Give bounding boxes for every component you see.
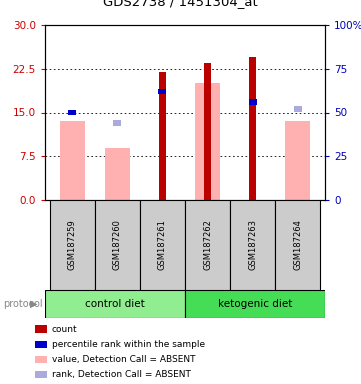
Bar (294, 106, 302, 112)
Text: GSM187264: GSM187264 (293, 220, 303, 270)
Text: rank, Detection Call = ABSENT: rank, Detection Call = ABSENT (52, 370, 191, 379)
Bar (185, 290, 325, 318)
Bar (204, 63, 211, 200)
Bar (249, 99, 257, 105)
Bar (140, 200, 185, 290)
Bar (158, 89, 166, 94)
Bar (195, 83, 220, 200)
Bar (35, 356, 47, 363)
Text: GSM187260: GSM187260 (113, 220, 122, 270)
Text: count: count (52, 325, 77, 334)
Bar (95, 200, 140, 290)
Bar (35, 371, 47, 379)
Bar (45, 290, 185, 318)
Text: protocol: protocol (4, 299, 43, 309)
Bar (68, 109, 76, 116)
Text: control diet: control diet (85, 299, 145, 309)
Bar (113, 120, 121, 126)
Text: GDS2738 / 1451304_at: GDS2738 / 1451304_at (103, 0, 258, 8)
Text: ketogenic diet: ketogenic diet (218, 299, 292, 309)
Text: GSM187263: GSM187263 (248, 220, 257, 270)
Bar (159, 72, 166, 200)
Bar (249, 57, 256, 200)
Text: GSM187262: GSM187262 (203, 220, 212, 270)
Bar (35, 326, 47, 333)
Text: percentile rank within the sample: percentile rank within the sample (52, 340, 205, 349)
Text: value, Detection Call = ABSENT: value, Detection Call = ABSENT (52, 355, 195, 364)
Text: ▶: ▶ (30, 299, 38, 309)
Bar (105, 147, 130, 200)
Text: GSM187261: GSM187261 (158, 220, 167, 270)
Text: GSM187259: GSM187259 (68, 220, 77, 270)
Bar (286, 121, 310, 200)
Bar (230, 200, 275, 290)
Bar (60, 121, 84, 200)
Bar (35, 341, 47, 348)
Bar (185, 200, 230, 290)
Bar (275, 200, 321, 290)
Bar (49, 200, 95, 290)
